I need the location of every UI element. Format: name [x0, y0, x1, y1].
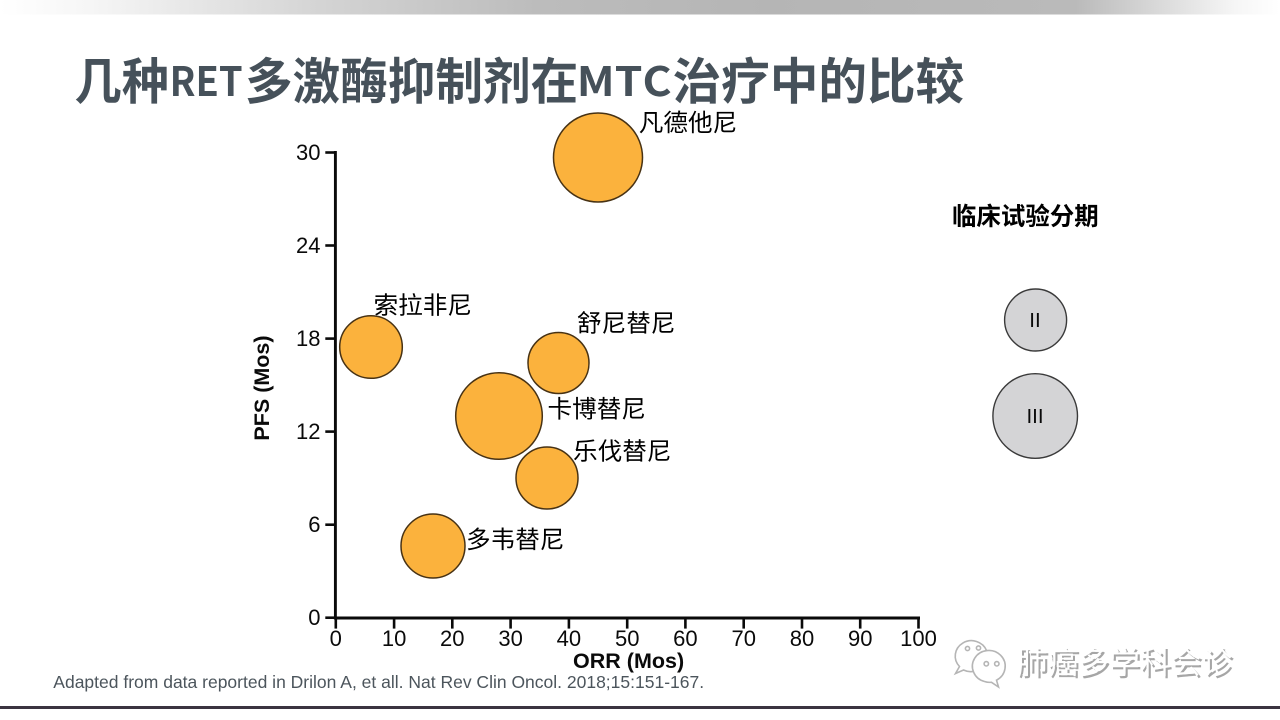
svg-text:40: 40	[557, 626, 581, 651]
svg-text:ORR (Mos): ORR (Mos)	[573, 649, 684, 673]
svg-text:30: 30	[498, 626, 522, 651]
svg-text:100: 100	[900, 626, 937, 651]
svg-text:PFS (Mos): PFS (Mos)	[250, 335, 274, 440]
svg-text:18: 18	[296, 326, 320, 351]
svg-text:6: 6	[308, 512, 320, 537]
svg-text:70: 70	[731, 626, 755, 651]
svg-text:50: 50	[615, 626, 639, 651]
svg-text:60: 60	[673, 626, 697, 651]
svg-text:II: II	[1029, 309, 1040, 332]
svg-text:12: 12	[296, 419, 320, 444]
svg-text:20: 20	[440, 626, 464, 651]
svg-text:0: 0	[330, 626, 342, 651]
svg-text:24: 24	[296, 233, 320, 258]
svg-text:90: 90	[848, 626, 872, 651]
svg-text:30: 30	[296, 140, 320, 165]
svg-text:10: 10	[382, 626, 406, 651]
svg-text:80: 80	[790, 626, 814, 651]
svg-text:0: 0	[308, 605, 320, 630]
svg-text:Adapted from data reported in: Adapted from data reported in Drilon A, …	[53, 672, 704, 692]
svg-text:III: III	[1026, 405, 1043, 428]
